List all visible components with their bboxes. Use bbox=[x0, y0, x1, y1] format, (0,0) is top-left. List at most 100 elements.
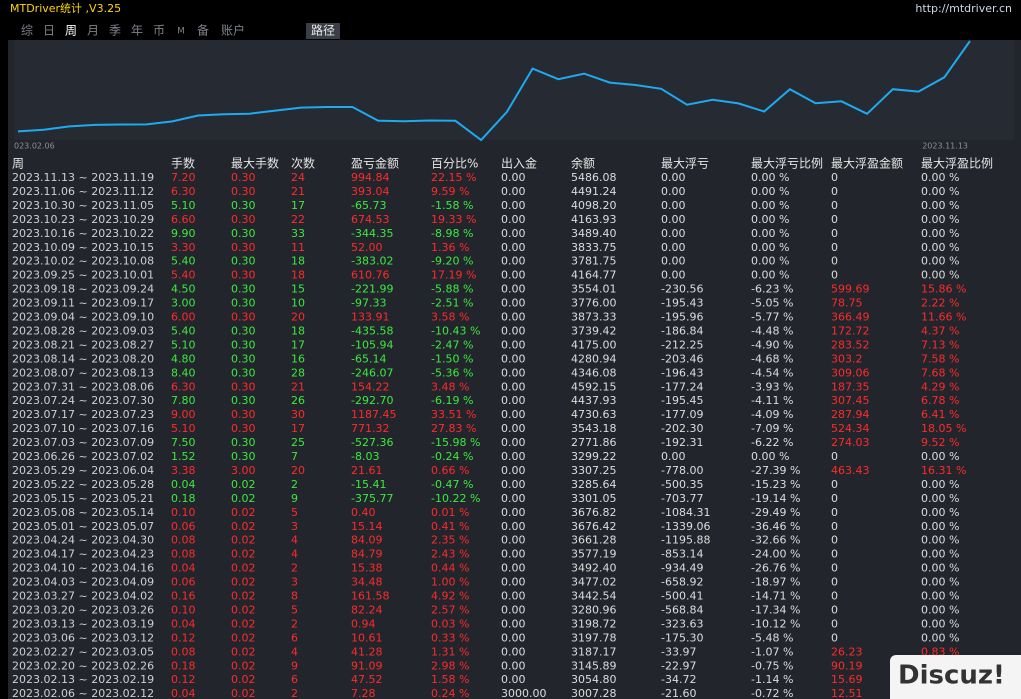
column-header: 盈亏金额 bbox=[351, 156, 399, 171]
cell: 2.43 % bbox=[431, 548, 469, 561]
cell: 3280.96 bbox=[571, 603, 617, 616]
cell: 0.66 % bbox=[431, 464, 469, 477]
cell: -1339.06 bbox=[661, 520, 710, 533]
column-header: 百分比% bbox=[431, 157, 478, 171]
cell: 0.00 % bbox=[751, 241, 789, 254]
cell: 2023.07.24 ~ 2023.07.30 bbox=[12, 394, 154, 407]
tab[interactable]: M bbox=[177, 27, 185, 37]
tab[interactable]: 币 bbox=[153, 24, 165, 38]
cell: 0.02 bbox=[231, 562, 256, 575]
cell: -500.41 bbox=[661, 590, 703, 603]
cell: 0.00 bbox=[501, 171, 526, 184]
cell: 0.00 bbox=[661, 269, 686, 282]
cell: 9 bbox=[291, 492, 298, 505]
cell: 2023.05.08 ~ 2023.05.14 bbox=[12, 506, 154, 519]
cell: 5.10 bbox=[171, 199, 196, 212]
cell: 3.00 bbox=[171, 297, 196, 310]
cell: 4280.94 bbox=[571, 352, 617, 365]
cell: 0.00 % bbox=[751, 213, 789, 226]
path-button[interactable]: 路径 bbox=[311, 23, 335, 38]
cell: 2023.04.10 ~ 2023.04.16 bbox=[12, 562, 154, 575]
cell: 18 bbox=[291, 269, 305, 282]
cell: 0.30 bbox=[231, 199, 256, 212]
cell: 0.00 bbox=[501, 338, 526, 351]
cell: 20 bbox=[291, 311, 305, 324]
tab[interactable]: 周 bbox=[65, 24, 77, 38]
cell: 0.00 bbox=[501, 269, 526, 282]
cell: 2023.11.06 ~ 2023.11.12 bbox=[12, 185, 154, 198]
path-button-bg[interactable] bbox=[306, 23, 340, 39]
cell: -4.54 % bbox=[751, 366, 793, 379]
cell: 0.00 bbox=[501, 241, 526, 254]
cell: 0.00 bbox=[501, 199, 526, 212]
cell: 0.00 bbox=[661, 255, 686, 268]
tab[interactable]: 综 bbox=[21, 24, 33, 38]
tab[interactable]: 备 bbox=[197, 24, 209, 38]
cell: 0.30 bbox=[231, 297, 256, 310]
cell: 0 bbox=[831, 506, 838, 519]
cell: 0.41 % bbox=[431, 520, 469, 533]
cell: 0.00 bbox=[501, 297, 526, 310]
cell: 0.00 % bbox=[921, 199, 959, 212]
cell: 187.35 bbox=[831, 380, 870, 393]
cell: 27.83 % bbox=[431, 422, 476, 435]
cell: 0.00 % bbox=[751, 269, 789, 282]
cell: 0.01 % bbox=[431, 506, 469, 519]
cell: 0.00 bbox=[501, 436, 526, 449]
cell: 3661.28 bbox=[571, 534, 617, 547]
cell: -175.30 bbox=[661, 631, 703, 644]
column-header: 出入金 bbox=[501, 156, 537, 171]
cell: -24.00 % bbox=[751, 548, 800, 561]
watermark: Discuz! bbox=[898, 661, 1005, 691]
cell: -203.46 bbox=[661, 352, 703, 365]
cell: -97.33 bbox=[351, 297, 386, 310]
cell: 2023.04.24 ~ 2023.04.30 bbox=[12, 534, 154, 547]
url: http://mtdriver.cn bbox=[915, 2, 1012, 15]
cell: 5.10 bbox=[171, 422, 196, 435]
cell: 7.58 % bbox=[921, 352, 959, 365]
cell: 19.33 % bbox=[431, 213, 476, 226]
cell: -4.90 % bbox=[751, 338, 793, 351]
cell: -2.47 % bbox=[431, 338, 473, 351]
cell: -4.68 % bbox=[751, 352, 793, 365]
column-header: 最大浮亏 bbox=[661, 157, 709, 171]
cell: 6.00 bbox=[171, 311, 196, 324]
tab[interactable]: 季 bbox=[109, 24, 121, 38]
cell: 84.09 bbox=[351, 534, 383, 547]
cell: 3676.42 bbox=[571, 520, 617, 533]
cell: 3.00 bbox=[231, 464, 256, 477]
tab[interactable]: 账户 bbox=[221, 23, 245, 38]
cell: 0.00 bbox=[661, 241, 686, 254]
cell: 0.00 bbox=[501, 645, 526, 658]
chart-end-label: 2023.11.13 bbox=[922, 142, 968, 151]
cell: -177.24 bbox=[661, 380, 703, 393]
cell: 2023.05.22 ~ 2023.05.28 bbox=[12, 478, 154, 491]
tab[interactable]: 日 bbox=[43, 24, 55, 38]
cell: 0.30 bbox=[231, 241, 256, 254]
cell: -15.41 bbox=[351, 478, 386, 491]
cell: -9.20 % bbox=[431, 255, 473, 268]
cell: 154.22 bbox=[351, 380, 390, 393]
cell: 2023.10.23 ~ 2023.10.29 bbox=[12, 213, 154, 226]
cell: -5.88 % bbox=[431, 283, 473, 296]
cell: 0.00 bbox=[501, 185, 526, 198]
cell: 0.00 bbox=[501, 520, 526, 533]
cell: -8.98 % bbox=[431, 227, 473, 240]
cell: 9 bbox=[291, 659, 298, 672]
tab[interactable]: 年 bbox=[131, 24, 143, 38]
cell: 0.30 bbox=[231, 185, 256, 198]
cell: 0.00 bbox=[661, 185, 686, 198]
cell: 0 bbox=[831, 617, 838, 630]
cell: 2023.07.17 ~ 2023.07.23 bbox=[12, 408, 154, 421]
cell: 0.00 bbox=[501, 255, 526, 268]
tab[interactable]: 月 bbox=[87, 24, 99, 38]
cell: 2023.03.13 ~ 2023.03.19 bbox=[12, 617, 154, 630]
cell: -26.76 % bbox=[751, 562, 800, 575]
cell: 0.00 bbox=[661, 199, 686, 212]
cell: 0 bbox=[831, 631, 838, 644]
cell: 0.30 bbox=[231, 213, 256, 226]
cell: 3676.82 bbox=[571, 506, 617, 519]
cell: -8.03 bbox=[351, 450, 379, 463]
watermark-bg bbox=[890, 655, 1021, 699]
